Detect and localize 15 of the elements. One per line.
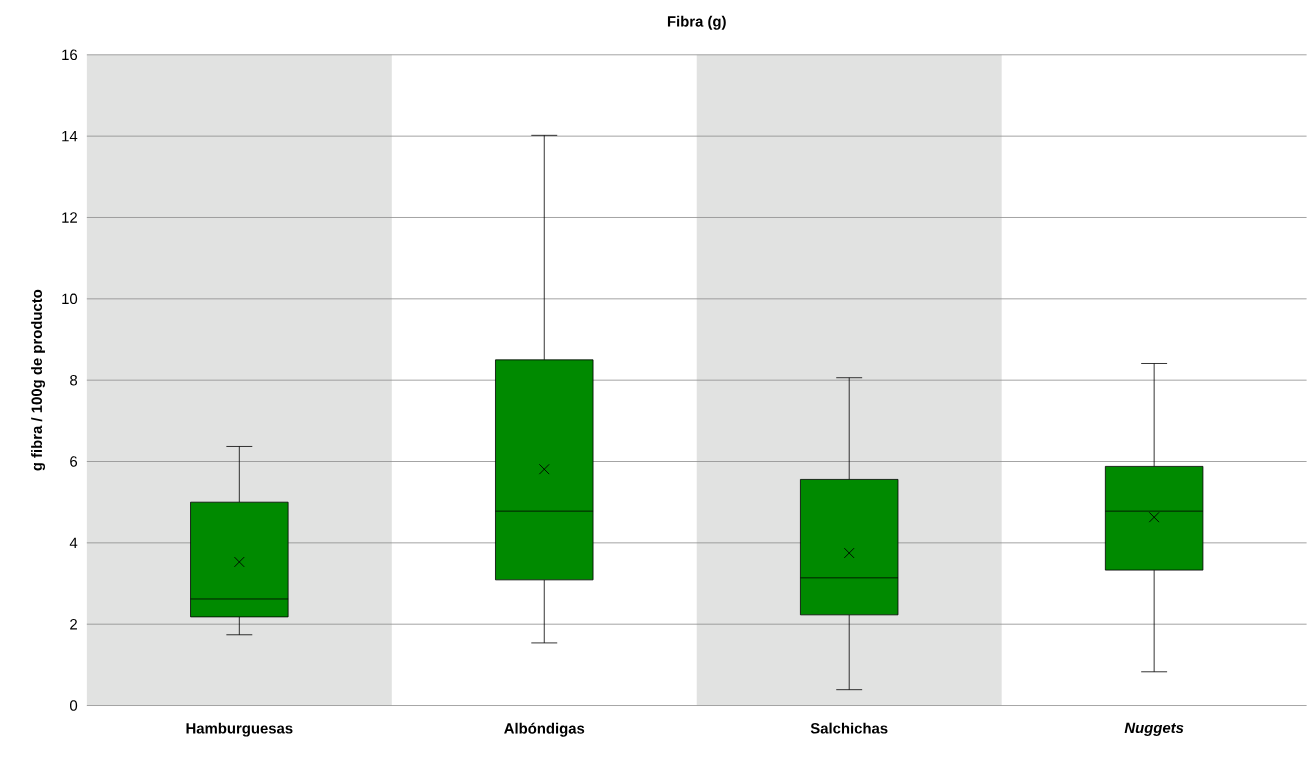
y-tick-label: 16 xyxy=(62,49,78,60)
chart-title: Fibra (g) xyxy=(667,15,726,30)
y-axis-title: g fibra / 100g de producto xyxy=(31,289,46,471)
x-tick-label: Salchichas xyxy=(810,722,888,734)
y-tick-label: 8 xyxy=(70,374,78,386)
x-tick-label: Hamburguesas xyxy=(186,722,293,737)
y-tick-label: 10 xyxy=(62,293,78,304)
y-tick-label: 2 xyxy=(70,618,77,630)
y-tick-label: 14 xyxy=(62,130,78,142)
y-tick-label: 6 xyxy=(70,456,78,467)
y-tick-label: 0 xyxy=(70,700,78,711)
y-tick-label: 12 xyxy=(62,212,77,223)
y-tick-label: 4 xyxy=(69,537,78,548)
x-tick-label: Albóndigas xyxy=(504,722,585,737)
x-tick-label: Nuggets xyxy=(1124,722,1184,736)
